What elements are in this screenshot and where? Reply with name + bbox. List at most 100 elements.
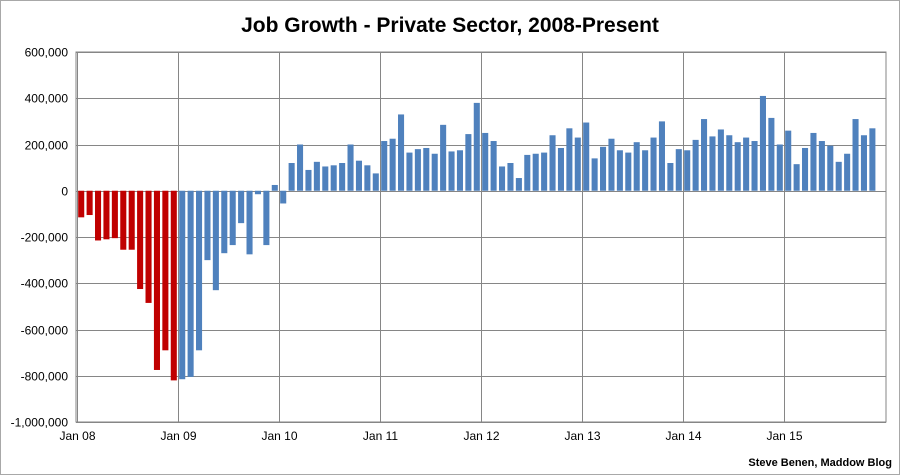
grid-lines [75,51,887,423]
chart-bar [566,128,573,191]
chart-bar [364,165,371,191]
chart-bar [305,169,312,191]
chart-bar [414,149,421,191]
chart-bar [717,129,724,191]
chart-bar [743,137,750,191]
chart-bar [196,190,203,351]
chart-bar [802,147,809,191]
chart-bar [616,150,623,191]
chart-bar [515,178,522,191]
x-tick-label: Jan 13 [564,429,600,443]
chart-bar [221,190,228,254]
chart-bar [751,141,758,191]
chart-bar [759,95,766,191]
chart-bar [507,163,514,191]
x-tick-label: Jan 10 [261,429,297,443]
x-tick-label: Jan 11 [363,429,398,443]
chart-bar [709,136,716,191]
chart-bar [818,141,825,191]
y-tick-label: 200,000 [25,139,69,153]
y-tick-label: -600,000 [21,324,69,338]
chart-bar [583,122,590,191]
chart-bar [137,190,144,290]
chart-bar [658,121,665,191]
chart-bar [482,132,489,191]
chart-bar [78,190,85,218]
chart-bar [675,149,682,191]
chart-bar [541,152,548,191]
chart-bar [776,144,783,191]
chart-title: Job Growth - Private Sector, 2008-Presen… [241,14,659,37]
chart-bar [793,164,800,191]
chart-bar [591,158,598,191]
chart-bar [389,138,396,191]
chart-credit: Steve Benen, Maddow Blog [748,457,892,469]
chart-bar [313,161,320,191]
chart-bar [490,141,497,191]
chart-bar [574,137,581,191]
chart-bar [684,150,691,191]
chart-bar [625,152,632,191]
chart-bar [608,138,615,191]
chart-bar [827,145,834,191]
chart-bar [701,119,708,191]
chart-bar [381,141,388,191]
chart-bar [170,190,177,381]
chart-bar [456,150,463,191]
chart-bar [111,190,118,239]
chart-bar [120,190,127,250]
chart-bar [524,154,531,191]
chart-bar [153,190,160,370]
chart-bar [406,152,413,191]
chart-bar [835,161,842,191]
chart-bar [499,166,506,191]
chart-bar [785,130,792,191]
chart-bar [473,102,480,191]
chart-bar [650,137,657,191]
chart-bar [254,190,261,195]
x-tick-label: Jan 08 [59,429,95,443]
chart-bar [423,147,430,191]
chart-bar [263,190,270,246]
chart-bar [532,153,539,191]
y-tick-label: -1,000,000 [11,416,69,430]
chart-bar [162,190,169,351]
chart-bar [355,160,362,191]
chart-bar [549,135,556,191]
y-tick-label: -800,000 [21,370,69,384]
x-tick-label: Jan 09 [160,429,196,443]
chart-bar [86,190,93,216]
chart-bar [600,146,607,191]
chart-bar [642,150,649,191]
y-tick-label: -400,000 [21,277,69,291]
chart-bar [844,153,851,191]
chart-bar [128,190,135,250]
x-tick-label: Jan 15 [766,429,802,443]
chart-bar [440,124,447,191]
x-tick-label: Jan 12 [463,429,499,443]
chart-bar [204,190,211,261]
y-tick-label: 0 [61,185,68,199]
x-tick-label: Jan 14 [665,429,701,443]
chart-bar [95,190,102,241]
chart-bar [398,114,405,191]
chart-bar [372,173,379,191]
chart-bar [633,142,640,191]
chart-bar [347,144,354,191]
y-tick-label: 600,000 [25,46,69,60]
chart-bar [288,163,295,191]
chart-bar [667,163,674,191]
chart-bar [448,151,455,191]
chart-bar [557,147,564,191]
chart-bar [860,135,867,191]
chart-bar [187,190,194,377]
chart-bar [229,190,236,246]
chart-bar [726,135,733,191]
chart-bar [271,184,278,191]
chart-bar [431,153,438,191]
chart-bar [246,190,253,255]
chart-bar [852,119,859,191]
y-tick-label: 400,000 [25,92,69,106]
chart-bar [810,132,817,191]
chart-bar [238,190,245,224]
